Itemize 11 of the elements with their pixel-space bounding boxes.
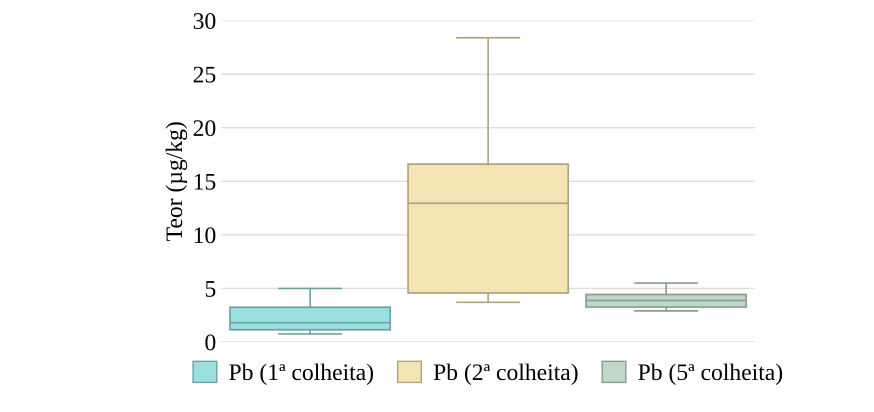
legend-label: Pb (2ª colheita): [434, 364, 578, 385]
y-axis-title: Teor (µg/kg): [166, 122, 188, 241]
y-tick-label: 10: [194, 227, 216, 244]
y-tick-label: 30: [194, 13, 216, 30]
legend-label: Pb (5ª colheita): [638, 364, 782, 385]
y-tick-label: 25: [194, 66, 216, 83]
y-tick-label: 0: [205, 334, 216, 350]
legend-label: Pb (1ª colheita): [229, 364, 374, 385]
y-tick-label: 20: [194, 120, 216, 136]
y-tick-label: 5: [206, 281, 216, 297]
y-tick-label: 15: [194, 174, 216, 190]
